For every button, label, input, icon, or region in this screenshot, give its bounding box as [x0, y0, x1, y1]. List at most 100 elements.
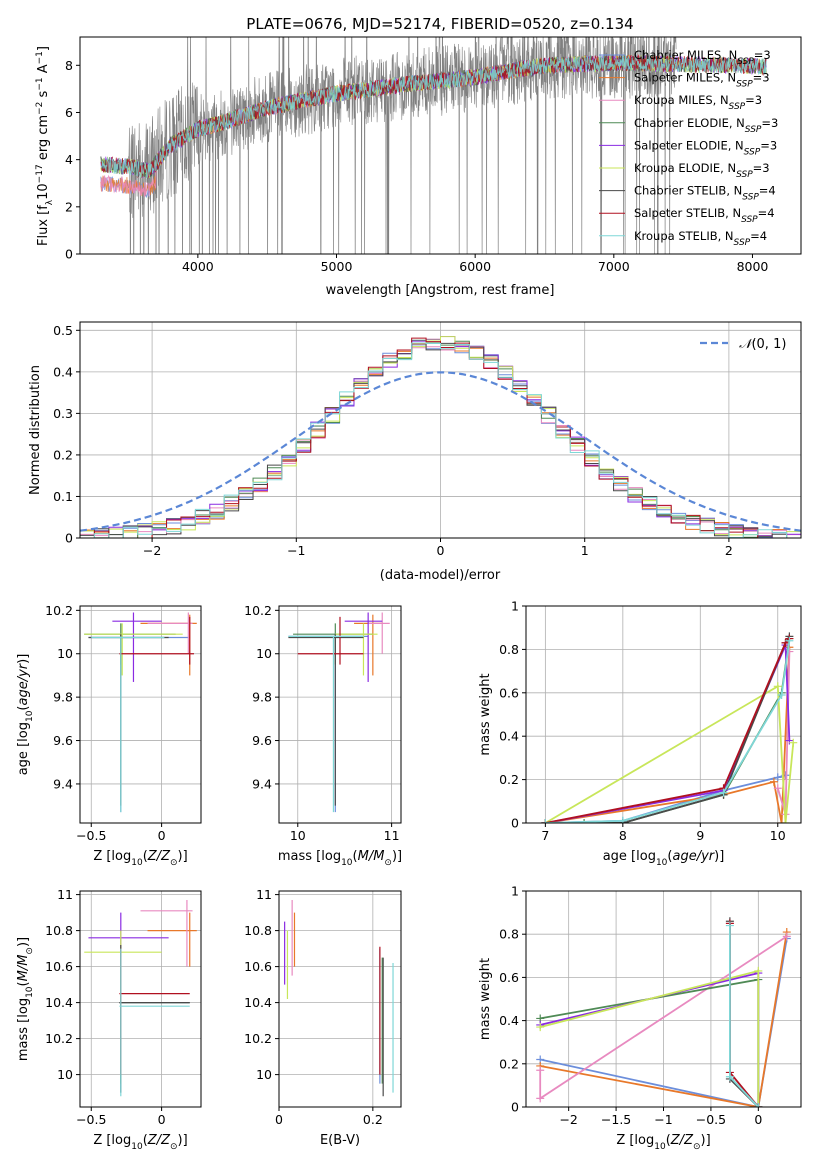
y-tick-label: 10 [57, 646, 73, 661]
weight-marker [777, 819, 786, 823]
weight-marker [719, 788, 728, 797]
weight-marker [754, 966, 763, 975]
plot-area [536, 917, 791, 1107]
y-tick-label: 0.4 [499, 1013, 519, 1028]
x-tick-label: 8000 [737, 259, 769, 274]
weight-line-7 [729, 923, 759, 1107]
histogram-step-3 [80, 339, 801, 538]
legend-entry: Salpeter STELIB, NSSP=4 [634, 206, 775, 225]
legend-gaussian: 𝒩(0, 1) [739, 337, 786, 352]
panel-age-mass: 10 11 9.4 9.6 9.8 10 10.2 mass [log10(M/M⊙)] [244, 603, 402, 868]
x-tick-label: 5000 [321, 259, 353, 274]
y-tick-label: 8 [65, 58, 73, 73]
y-tick-label: 0 [511, 816, 519, 831]
gaussian-curve [80, 371, 801, 532]
legend-entry: Kroupa STELIB, NSSP=4 [634, 229, 767, 248]
x-tick-label: 0 [275, 1112, 283, 1127]
y-tick-label: 10 [256, 1067, 272, 1082]
panel-mass-Z: −0.5 0 10 10.2 10.4 10.6 10.8 11 Z [log10(Z/Z⊙)]… [16, 887, 202, 1152]
x-axis-label: E(B-V) [320, 1133, 360, 1148]
x-tick-label: 11 [384, 828, 400, 843]
y-tick-label: 11 [57, 887, 73, 902]
y-tick-label: 10.4 [244, 995, 272, 1010]
axes-frame [79, 36, 802, 255]
y-tick-label: 1 [511, 599, 519, 614]
weight-marker [536, 1094, 545, 1103]
weight-marker [777, 690, 786, 699]
y-tick-label: 1 [511, 884, 519, 899]
weight-marker [781, 819, 790, 823]
x-tick-label: 2 [725, 543, 733, 558]
x-tick-label: −0.5 [76, 1112, 106, 1127]
x-axis-label: Z [log10(Z/Z⊙)] [616, 1133, 710, 1152]
legend: Chabrier MILES, NSSP=3 Salpeter MILES, NS… [599, 48, 778, 248]
y-tick-label: 0.6 [499, 685, 519, 700]
y-tick-label: 10.2 [45, 1031, 73, 1046]
x-tick-label: 10 [290, 828, 306, 843]
weight-marker [580, 819, 589, 823]
y-tick-label: 10 [256, 646, 272, 661]
y-tick-label: 10.6 [45, 959, 73, 974]
plot-area [288, 612, 390, 813]
y-axis-label: Normed distribution [28, 365, 43, 495]
axes-frame [525, 605, 802, 824]
x-axis-label: wavelength [Angstrom, rest frame] [326, 283, 555, 298]
x-tick-label: −0.5 [76, 828, 106, 843]
spectrum-data-line [128, 37, 677, 254]
y-tick-label: 10.2 [244, 1031, 272, 1046]
x-tick-label: 7 [541, 828, 549, 843]
legend-entry: Chabrier MILES, NSSP=3 [634, 48, 771, 67]
histogram-step-8 [80, 342, 801, 538]
weight-line-4 [545, 644, 791, 823]
y-tick-label: 10.2 [244, 603, 272, 618]
y-axis-label: age [log10(age/yr)] [16, 654, 35, 776]
panel-weight-Z: −2 −1.5 −1 −0.5 0 0 0.2 0.4 0.6 0.8 1 Z [log10(Z/Z⊙… [478, 884, 802, 1152]
model-line-8 [100, 55, 767, 180]
x-tick-label: 0.2 [363, 1112, 383, 1127]
weight-marker [773, 773, 782, 782]
y-tick-label: 10.8 [45, 923, 73, 938]
x-tick-label: 0 [158, 1112, 166, 1127]
y-tick-label: 10.6 [244, 959, 272, 974]
weight-marker [725, 1072, 734, 1081]
y-tick-label: 0.4 [499, 729, 519, 744]
y-tick-label: 4 [65, 152, 73, 167]
x-axis-label: Z [log10(Z/Z⊙)] [93, 1133, 187, 1152]
legend-entry: Salpeter ELODIE, NSSP=3 [634, 138, 777, 157]
figure-title: PLATE=0676, MJD=52174, FIBERID=0520, z=0… [246, 15, 633, 33]
y-tick-label: 0.2 [499, 1056, 519, 1071]
x-tick-label: −2 [143, 543, 161, 558]
y-tick-label: 0.2 [499, 772, 519, 787]
y-axis-label: mass [log10(M/M⊙)] [16, 937, 35, 1061]
x-tick-label: 8 [619, 828, 627, 843]
weight-marker [789, 738, 798, 747]
legend-entry: Kroupa ELODIE, NSSP=3 [634, 161, 770, 180]
x-tick-label: 10 [770, 828, 786, 843]
plot-area [84, 900, 197, 1097]
x-tick-label: 0 [754, 1112, 762, 1127]
weight-marker [769, 777, 778, 786]
y-tick-label: 0.3 [53, 406, 73, 421]
panel-mass-EBV: 0 0.2 10 10.2 10.4 10.6 10.8 11 E(B-V) [244, 887, 402, 1148]
y-tick-label: 10.4 [45, 995, 73, 1010]
weight-line-6 [545, 635, 791, 823]
y-tick-label: 10 [57, 1067, 73, 1082]
weight-marker [773, 784, 782, 793]
x-tick-label: 7000 [598, 259, 630, 274]
x-axis-label: Z [log10(Z/Z⊙)] [93, 849, 187, 868]
x-axis-label: mass [log10(M/M⊙)] [278, 849, 402, 868]
y-tick-label: 9.8 [53, 690, 73, 705]
panel-weight-age: 7 8 9 10 0 0.2 0.4 0.6 0.8 1 age [log10(age/yr)] ma… [478, 599, 802, 868]
x-tick-label: −1 [287, 543, 305, 558]
y-tick-label: 9.6 [53, 733, 73, 748]
weight-line-6 [729, 921, 759, 1107]
y-tick-label: 0.1 [53, 489, 73, 504]
x-axis-label: (data-model)/error [380, 568, 501, 583]
panel-age-Z: −0.5 0 9.4 9.6 9.8 10 10.2 Z [log10(Z/Z⊙)] age [… [16, 603, 202, 868]
y-tick-label: 0.5 [53, 323, 73, 338]
legend-entry: Kroupa MILES, NSSP=3 [634, 93, 762, 112]
weight-marker [785, 636, 794, 645]
plot-area [84, 612, 197, 813]
plot-area [541, 632, 798, 823]
